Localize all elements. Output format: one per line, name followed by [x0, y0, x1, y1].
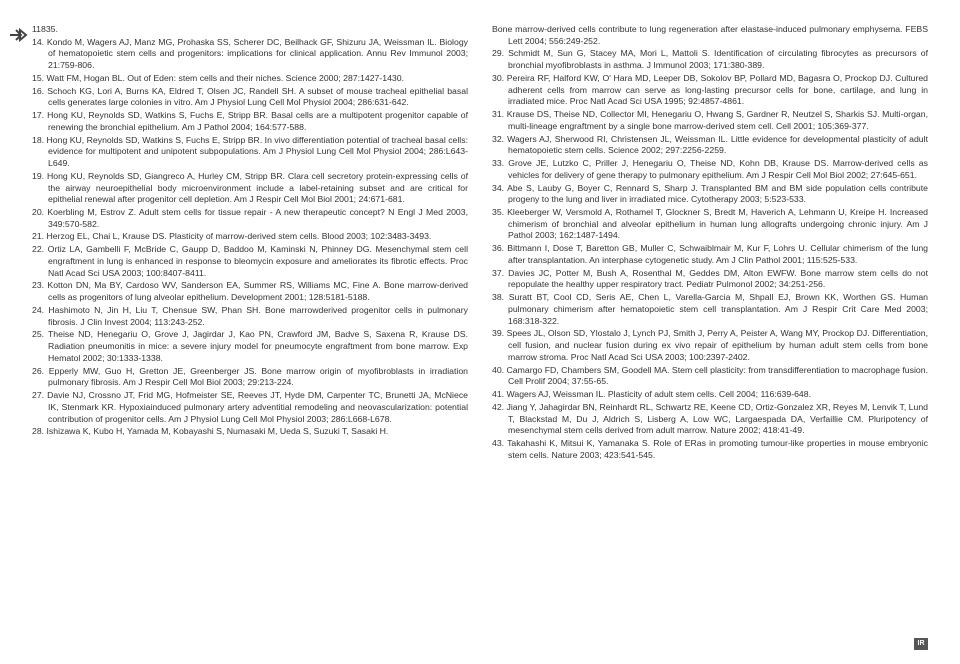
reference-entry: 38. Suratt BT, Cool CD, Seris AE, Chen L… [492, 292, 928, 327]
reference-entry: 24. Hashimoto N, Jin H, Liu T, Chensue S… [32, 305, 468, 328]
reference-entry: 42. Jiang Y, Jahagirdar BN, Reinhardt RL… [492, 402, 928, 437]
reference-entry: 15. Watt FM, Hogan BL. Out of Eden: stem… [32, 73, 468, 85]
reference-entry: 21. Herzog EL, Chai L, Krause DS. Plasti… [32, 231, 468, 243]
reference-entry: 32. Wagers AJ, Sherwood RI, Christensen … [492, 134, 928, 157]
reference-entry: 30. Pereira RF, Halford KW, O' Hara MD, … [492, 73, 928, 108]
reference-entry: 20. Koerbling M, Estrov Z. Adult stem ce… [32, 207, 468, 230]
reference-entry: 34. Abe S, Lauby G, Boyer C, Rennard S, … [492, 183, 928, 206]
reference-entry: Bone marrow-derived cells contribute to … [492, 24, 928, 47]
pointer-arrow-icon [10, 28, 28, 47]
reference-entry: 23. Kotton DN, Ma BY, Cardoso WV, Sander… [32, 280, 468, 303]
footer-badge: IR [914, 638, 928, 650]
reference-entry: 35. Kleeberger W, Versmold A, Rothamel T… [492, 207, 928, 242]
reference-entry: 16. Schoch KG, Lori A, Burns KA, Eldred … [32, 86, 468, 109]
reference-entry: 26. Epperly MW, Guo H, Gretton JE, Green… [32, 366, 468, 389]
reference-entry: 22. Ortiz LA, Gambelli F, McBride C, Gau… [32, 244, 468, 279]
reference-entry: 33. Grove JE, Lutzko C, Priller J, Heneg… [492, 158, 928, 181]
reference-entry: 36. Bittmann I, Dose T, Baretton GB, Mul… [492, 243, 928, 266]
reference-entry: 31. Krause DS, Theise ND, Collector MI, … [492, 109, 928, 132]
reference-entry: 40. Camargo FD, Chambers SM, Goodell MA.… [492, 365, 928, 388]
reference-entry: 17. Hong KU, Reynolds SD, Watkins S, Fuc… [32, 110, 468, 133]
reference-entry: 14. Kondo M, Wagers AJ, Manz MG, Prohask… [32, 37, 468, 72]
reference-entry: 39. Spees JL, Olson SD, Ylostalo J, Lync… [492, 328, 928, 363]
reference-entry: 37. Davies JC, Potter M, Bush A, Rosenth… [492, 268, 928, 291]
reference-entry: 25. Theise ND, Henegariu O, Grove J, Jag… [32, 329, 468, 364]
right-column: Bone marrow-derived cells contribute to … [492, 24, 928, 644]
reference-entry: 29. Schmidt M, Sun G, Stacey MA, Mori L,… [492, 48, 928, 71]
reference-columns: 11835.14. Kondo M, Wagers AJ, Manz MG, P… [32, 24, 928, 644]
reference-entry: 11835. [32, 24, 468, 36]
reference-entry: 41. Wagers AJ, Weissman IL. Plasticity o… [492, 389, 928, 401]
left-column: 11835.14. Kondo M, Wagers AJ, Manz MG, P… [32, 24, 468, 644]
reference-entry: 18. Hong KU, Reynolds SD, Watkins S, Fuc… [32, 135, 468, 170]
reference-entry: 28. Ishizawa K, Kubo H, Yamada M, Kobaya… [32, 426, 468, 438]
reference-entry: 19. Hong KU, Reynolds SD, Giangreco A, H… [32, 171, 468, 206]
reference-entry: 27. Davie NJ, Crossno JT, Frid MG, Hofme… [32, 390, 468, 425]
reference-entry: 43. Takahashi K, Mitsui K, Yamanaka S. R… [492, 438, 928, 461]
